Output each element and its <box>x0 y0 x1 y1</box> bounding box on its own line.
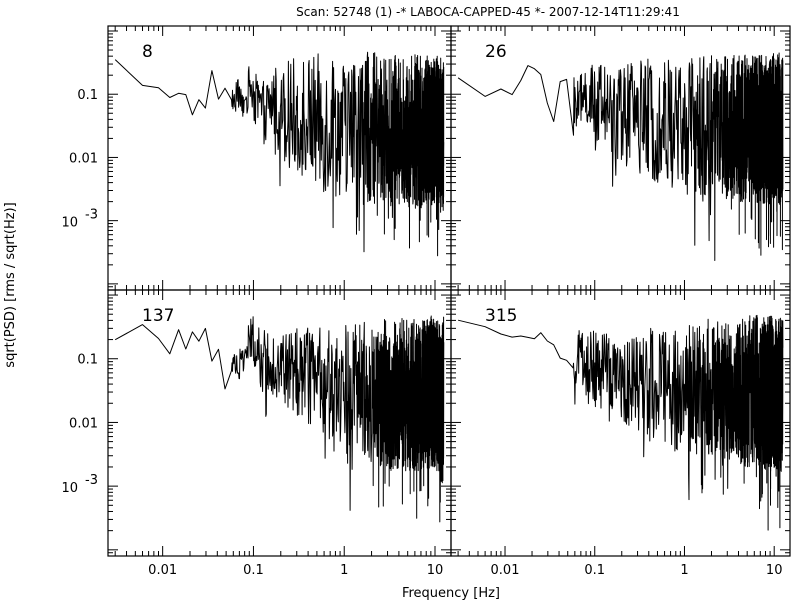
y-tick-label: 0.1 <box>77 353 98 368</box>
chart-title: Scan: 52748 (1) -* LABOCA-CAPPED-45 *- 2… <box>296 5 680 19</box>
x-axis-label: Frequency [Hz] <box>402 586 500 601</box>
psd-series-26 <box>457 52 784 261</box>
x-tick-label: 0.1 <box>243 563 264 578</box>
panel-label: 8 <box>142 42 153 62</box>
y-tick-label-exponent: -3 <box>85 208 98 223</box>
y-tick-label: 0.01 <box>69 151 98 166</box>
psd-series-137 <box>114 315 445 523</box>
panel-26: 26 <box>450 25 791 291</box>
y-axis-label: sqrt(PSD) [rms / sqrt(Hz)] <box>3 202 18 367</box>
panel-315: 0.01 0.1 1 10 315 <box>450 289 791 578</box>
y-tick-label: 0.01 <box>69 416 98 431</box>
x-tick-label: 0.01 <box>491 563 520 578</box>
x-tick-label: 0.1 <box>584 563 605 578</box>
x-tick-label: 1 <box>680 563 688 578</box>
y-tick-label-exponent: -3 <box>85 473 98 488</box>
panel-label: 315 <box>485 306 517 326</box>
panel-frame <box>450 289 791 557</box>
x-tick-label: 10 <box>427 563 444 578</box>
panel-137: 0.1 0.01 10 -3 0.01 0.1 1 10 137 <box>61 289 452 578</box>
psd-series-315 <box>457 314 784 531</box>
x-tick-label: 10 <box>766 563 783 578</box>
panel-label: 137 <box>142 306 174 326</box>
y-tick-label-base: 10 <box>61 216 78 231</box>
panel-label: 26 <box>485 42 507 62</box>
panel-8: 0.1 0.01 10 -3 8 <box>61 25 452 291</box>
x-tick-label: 1 <box>340 563 348 578</box>
y-tick-label-base: 10 <box>61 481 78 496</box>
x-tick-label: 0.01 <box>148 563 177 578</box>
psd-series-8 <box>114 51 445 257</box>
y-tick-label: 0.1 <box>77 88 98 103</box>
